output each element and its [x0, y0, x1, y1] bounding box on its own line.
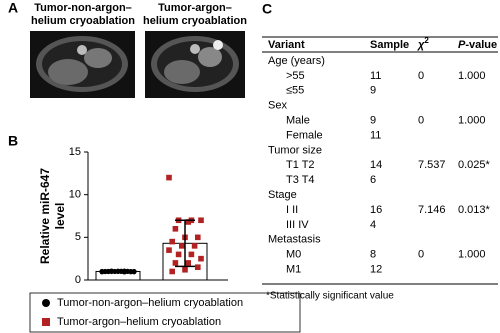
table-cell: 0.013*: [458, 204, 491, 216]
legend-label: Tumor-argon–helium cryoablation: [57, 316, 221, 328]
data-point: [169, 238, 175, 245]
legend-label: Tumor-non-argon–helium cryoablation: [57, 297, 243, 309]
image-title: Tumor-non-argon–: [34, 2, 132, 14]
table-cell: 9: [370, 85, 376, 97]
table-header: χ2: [417, 36, 429, 51]
data-point: [102, 268, 108, 275]
table-row-label: M0: [286, 249, 301, 261]
table-cell: 0: [418, 70, 424, 82]
table-cell: 7.146: [418, 204, 446, 216]
data-point: [191, 243, 198, 249]
y-axis-label: Relative miR-647: [38, 168, 52, 264]
table-row-label: III IV: [286, 219, 309, 231]
data-point: [198, 217, 204, 224]
table-cell: 11: [370, 129, 381, 141]
data-point: [166, 174, 172, 181]
y-tick-label: 5: [75, 231, 81, 243]
data-point: [195, 264, 201, 270]
table-cell: 9: [370, 115, 376, 127]
y-tick-label: 0: [75, 274, 81, 286]
data-point: [185, 260, 191, 266]
table-cell: 8: [370, 249, 376, 261]
table-header: Sample: [370, 39, 409, 51]
data-point: [169, 268, 175, 275]
data-point: [195, 234, 201, 241]
table-row-label: ≤55: [286, 85, 304, 97]
data-point: [172, 226, 179, 232]
panel-label: A: [8, 0, 18, 16]
table-group-label: Stage: [268, 189, 297, 201]
data-point: [188, 251, 195, 258]
table-header-italic: P: [458, 39, 466, 51]
table-cell: 1.000: [458, 249, 486, 261]
data-point: [185, 219, 191, 225]
table-cell: 1.000: [458, 115, 486, 127]
table-cell: 11: [370, 70, 381, 82]
table-footnote: *Statistically significant value: [266, 291, 394, 302]
panel-label: C: [262, 1, 272, 17]
table-row-label: Female: [286, 129, 323, 141]
table-cell: 16: [370, 204, 382, 216]
data-point: [179, 243, 185, 249]
table-row-label: >55: [286, 70, 305, 82]
table-row-label: M1: [286, 264, 301, 276]
legend-marker: [42, 318, 50, 326]
table-row-label: Male: [286, 115, 310, 127]
image-title: helium cryoablation: [31, 15, 135, 27]
data-point: [166, 247, 172, 253]
legend-box: [29, 292, 301, 333]
y-tick-label: 10: [69, 189, 81, 201]
data-point: [175, 251, 182, 258]
table-header: P-value: [458, 39, 497, 51]
table-cell: 7.537: [418, 159, 446, 171]
table-row-label: T3 T4: [286, 174, 315, 186]
table-group-label: Tumor size: [268, 144, 322, 156]
table-cell: 12: [370, 264, 382, 276]
data-point: [198, 255, 204, 262]
table-cell: 4: [370, 219, 376, 231]
panel-label: B: [8, 133, 18, 149]
y-axis-label: level: [53, 203, 67, 230]
table-cell: 0: [418, 249, 424, 261]
data-point: [182, 266, 188, 273]
table-cell: 1.000: [458, 70, 486, 82]
table-header-text: -value: [465, 39, 497, 51]
image-title: Tumor-argon–: [158, 2, 232, 14]
table-header-symbol: χ: [417, 39, 425, 51]
table-group-label: Age (years): [268, 55, 325, 67]
data-point: [172, 260, 179, 266]
table-cell: 14: [370, 159, 382, 171]
table-header: Variant: [268, 39, 305, 51]
data-point: [128, 268, 134, 275]
y-tick-label: 15: [69, 146, 81, 158]
ct-image: [145, 31, 245, 98]
legend-marker: [42, 299, 50, 307]
image-title: helium cryoablation: [143, 15, 247, 27]
table-cell: 0: [418, 115, 424, 127]
table-cell: 0.025*: [458, 159, 491, 171]
table-cell: 6: [370, 174, 376, 186]
table-group-label: Metastasis: [268, 234, 321, 246]
table-row-label: T1 T2: [286, 159, 315, 171]
table-header-sup: 2: [424, 36, 429, 45]
ct-image: [30, 31, 135, 98]
table-group-label: Sex: [268, 100, 287, 112]
table-row-label: I II: [286, 204, 298, 216]
